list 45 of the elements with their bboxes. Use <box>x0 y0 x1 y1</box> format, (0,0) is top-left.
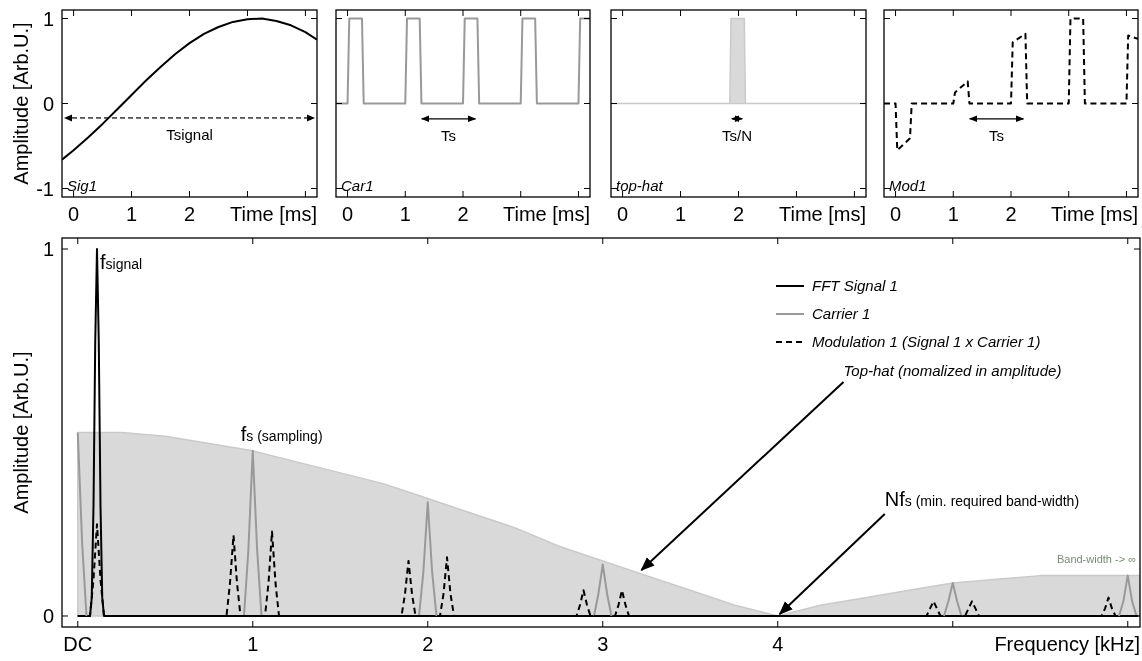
annotation: Tsignal <box>166 125 213 143</box>
x-tick-label: 3 <box>597 633 609 655</box>
annotation: fsignal <box>100 251 143 274</box>
annotation: Ts <box>441 126 457 144</box>
x-tick-label: 0 <box>889 203 902 225</box>
y-tick-label: 1 <box>42 238 54 261</box>
x-axis-title: Time [ms] <box>502 203 590 225</box>
x-tick-label: 2 <box>422 633 434 655</box>
legend-label: Modulation 1 (Signal 1 x Carrier 1) <box>812 333 1041 350</box>
x-tick-label: 1 <box>247 633 259 655</box>
y-axis-title: Amplitude [Arb.U.] <box>10 351 32 514</box>
x-tick-label: 1 <box>674 203 687 225</box>
legend-label: FFT Signal 1 <box>812 277 898 294</box>
x-tick-label: 1 <box>125 203 138 225</box>
annotation: Ts/N <box>722 126 753 144</box>
x-tick-label: 4 <box>772 633 784 655</box>
annotation: top-hat <box>616 177 664 194</box>
x-tick-label: 0 <box>68 203 80 225</box>
y-tick-label: 1 <box>42 7 54 30</box>
annotation: Nfs (min. required band-width) <box>884 487 1080 510</box>
y-tick-label: -1 <box>36 177 54 200</box>
annotation: Car1 <box>341 177 374 194</box>
x-tick-label: 2 <box>183 203 196 225</box>
x-tick-label: 1 <box>399 203 411 225</box>
x-tick-label: 0 <box>341 203 354 225</box>
x-tick-label: 2 <box>457 203 469 225</box>
x-axis-title: Time [ms] <box>778 203 866 225</box>
y-tick-label: 0 <box>42 604 54 627</box>
x-axis-title: Time [ms] <box>229 203 317 225</box>
annotation: Top-hat (nomalized in amplitude) <box>843 361 1062 379</box>
y-tick-label: 0 <box>42 92 54 115</box>
y-axis-title: Amplitude [Arb.U.] <box>10 22 32 185</box>
annotation: Sig1 <box>67 177 98 194</box>
x-tick-label: 1 <box>947 203 959 225</box>
x-tick-label: 0 <box>617 203 629 225</box>
legend-label: Carrier 1 <box>812 305 871 322</box>
x-axis-title: Frequency [kHz] <box>994 633 1140 655</box>
x-tick-label: 2 <box>732 203 745 225</box>
x-tick-label: DC <box>63 633 93 655</box>
x-axis-title: Time [ms] <box>1050 203 1138 225</box>
annotation: Band-width -> ∞ <box>1056 553 1136 565</box>
x-tick-label: 2 <box>1005 203 1017 225</box>
annotation: Mod1 <box>889 177 927 194</box>
annotation: Ts <box>989 126 1005 144</box>
annotation: fs (sampling) <box>240 422 323 445</box>
